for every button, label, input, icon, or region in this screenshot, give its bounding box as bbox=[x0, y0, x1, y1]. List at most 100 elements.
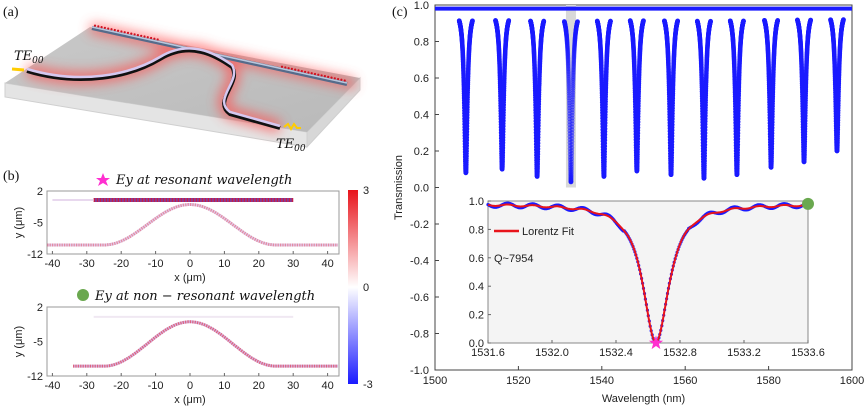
data-point bbox=[608, 18, 613, 24]
inset-x-tick-label: 1531.6 bbox=[471, 347, 505, 359]
grating-tooth bbox=[280, 65, 284, 68]
grating-tooth bbox=[313, 72, 317, 76]
x-tick-label: 1560 bbox=[673, 375, 697, 387]
resonance-dip bbox=[627, 18, 646, 174]
y-tick-label: 0.6 bbox=[414, 73, 429, 85]
colorbar bbox=[348, 190, 358, 384]
y-axis-label: y (μm) bbox=[13, 326, 25, 357]
x-tick-label: 0 bbox=[187, 258, 193, 270]
map2-title: Ey at non − resonant wavelength bbox=[94, 289, 315, 304]
grating-tooth bbox=[330, 76, 333, 79]
resonance-dip bbox=[562, 19, 580, 185]
panel-a-schematic: (a) TE00 TE00 bbox=[3, 5, 361, 154]
grating-tooth bbox=[323, 75, 326, 78]
grating-tooth bbox=[300, 69, 303, 73]
data-point bbox=[741, 18, 746, 24]
x-tick-label: 20 bbox=[253, 380, 265, 392]
field-map-resonant: -40 -30 -20 -10 0 10 20 30 40 2 -5 -12 x (μm) y (μm) bbox=[13, 186, 340, 284]
grating-tooth bbox=[123, 31, 126, 34]
colorbar-tick: 3 bbox=[363, 185, 369, 197]
y-tick-label: 1.0 bbox=[414, 0, 429, 12]
inset-x-tick-label: 1533.2 bbox=[727, 347, 761, 359]
grating-tooth bbox=[317, 73, 320, 76]
colorbar-tick: 0 bbox=[363, 282, 369, 294]
grating-tooth bbox=[150, 36, 153, 40]
map1-title: Ey at resonant wavelength bbox=[115, 173, 292, 188]
grating-tooth bbox=[143, 35, 146, 38]
x-axis-label: x (μm) bbox=[174, 272, 205, 284]
grating-tooth bbox=[146, 36, 149, 39]
x-tick-label: -30 bbox=[79, 258, 95, 270]
substrate-side-face bbox=[306, 76, 361, 149]
grating-tooth bbox=[100, 26, 103, 29]
resonance-dip bbox=[727, 18, 746, 177]
data-point bbox=[808, 17, 813, 23]
legend-label: Lorentz Fit bbox=[522, 226, 574, 238]
x-tick-label: -10 bbox=[148, 380, 164, 392]
data-point bbox=[575, 19, 580, 24]
x-tick-label: 0 bbox=[187, 380, 193, 392]
y-tick-label: -0.2 bbox=[410, 219, 429, 231]
grating-tooth bbox=[120, 30, 123, 33]
lorentz-fit-line bbox=[487, 203, 809, 344]
x-tick-label: 1500 bbox=[423, 375, 447, 387]
x-tick-label: -20 bbox=[113, 258, 129, 270]
x-tick-label: 1580 bbox=[756, 375, 780, 387]
grating-tooth bbox=[140, 34, 143, 37]
data-point bbox=[506, 18, 512, 23]
x-tick-label: 30 bbox=[287, 258, 299, 270]
x-tick-label: -30 bbox=[79, 380, 95, 392]
x-axis-label: Wavelength (nm) bbox=[602, 393, 685, 405]
grating-tooth bbox=[93, 24, 97, 27]
grating-tooth bbox=[113, 28, 116, 32]
grating-tooth bbox=[153, 37, 156, 40]
grating-tooth bbox=[333, 77, 336, 80]
x-tick-label: -10 bbox=[148, 258, 164, 270]
resonance-dip bbox=[662, 18, 680, 177]
grating-tooth bbox=[284, 66, 287, 69]
inset-x-tick-label: 1532.4 bbox=[599, 347, 633, 359]
grating-tooth bbox=[136, 33, 139, 37]
x-tick-label: 1540 bbox=[590, 375, 614, 387]
y-tick-label: -5 bbox=[33, 218, 43, 230]
grating-tooth bbox=[290, 67, 293, 70]
resonance-star-icon bbox=[648, 335, 664, 350]
y-tick-label: 0.4 bbox=[414, 110, 429, 122]
inset-x-tick-label: 1533.6 bbox=[791, 347, 825, 359]
y-tick-label: 0.2 bbox=[414, 146, 429, 158]
inset-x-tick-label: 1532.0 bbox=[535, 347, 569, 359]
inset-y-tick-label: 1.0 bbox=[469, 196, 484, 208]
grating-tooth bbox=[294, 68, 297, 71]
panel-label-c: (c) bbox=[392, 5, 408, 20]
grating-tooth bbox=[97, 25, 100, 28]
resonance-dip bbox=[795, 17, 813, 165]
data-point bbox=[841, 17, 846, 22]
resonance-dip bbox=[493, 18, 512, 172]
field-map-nonresonant: -40 -30 -20 -10 0 10 20 30 40 2 -5 -12 x (μm) y (μm) bbox=[13, 302, 340, 406]
resonance-dip bbox=[528, 18, 547, 179]
bragg-grating bbox=[93, 24, 346, 82]
x-tick-label: -20 bbox=[113, 380, 129, 392]
y-axis-label: Transmission bbox=[393, 155, 405, 220]
q-annotation: Q~7954 bbox=[494, 253, 533, 265]
x-tick-label: 10 bbox=[218, 258, 230, 270]
inset-chart: 0.0 0.2 0.4 0.6 0.8 1.0 1531.6 1532.0 1532.4 1532… bbox=[469, 196, 825, 359]
bent-waveguide-field-pos bbox=[47, 203, 338, 247]
grating-tooth bbox=[304, 70, 307, 73]
grating-tooth bbox=[337, 77, 340, 81]
y-tick-label: 2 bbox=[37, 302, 43, 314]
grating-tooth bbox=[320, 74, 323, 77]
x-tick-label: 40 bbox=[321, 380, 333, 392]
resonance-dip bbox=[695, 18, 713, 181]
input-arrow-icon bbox=[11, 67, 25, 72]
grating-tooth bbox=[327, 75, 330, 78]
grating-tooth bbox=[340, 78, 343, 81]
input-mode-label: TE00 bbox=[14, 49, 44, 66]
data-point bbox=[775, 18, 780, 23]
output-mode-label: TE00 bbox=[276, 137, 306, 154]
inset-y-tick-label: 0.2 bbox=[469, 310, 484, 322]
grating-tooth bbox=[117, 29, 120, 32]
x-tick-label: -40 bbox=[44, 380, 60, 392]
y-axis-label: y (μm) bbox=[13, 207, 25, 238]
x-tick-label: 30 bbox=[287, 380, 299, 392]
